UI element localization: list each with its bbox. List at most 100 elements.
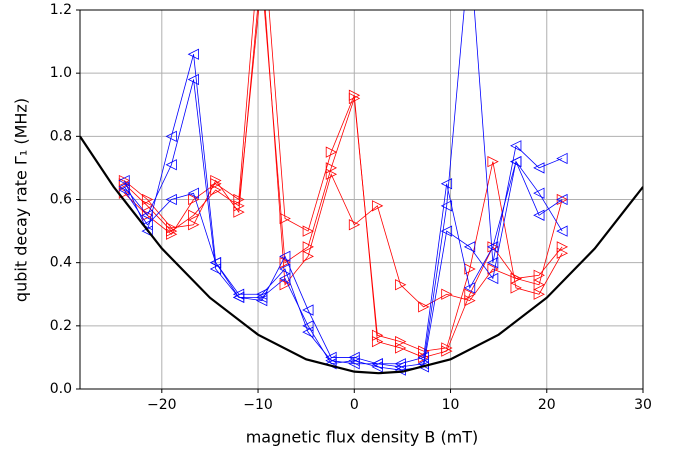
data-point <box>418 345 430 357</box>
series-line <box>123 10 563 352</box>
data-point <box>325 354 337 367</box>
y-tick-label: 0.0 <box>50 381 72 397</box>
data-point <box>302 326 314 338</box>
data-point <box>165 130 177 142</box>
data-point <box>395 342 407 354</box>
data-point <box>486 257 499 269</box>
model-curve <box>80 135 643 375</box>
data-point <box>510 272 522 285</box>
y-tick-label: 0.2 <box>50 318 72 334</box>
y-tick-label: 0.8 <box>50 128 72 144</box>
data-point <box>233 206 245 218</box>
y-axis-label: qubit decay rate Γ₁ (MHz) <box>12 98 31 302</box>
data-point <box>118 184 130 196</box>
data-point <box>141 200 154 212</box>
y-tick-label: 0.6 <box>50 192 72 208</box>
data-point <box>556 152 568 165</box>
data-point <box>255 288 268 300</box>
data-point <box>486 241 499 253</box>
data-point <box>533 288 545 300</box>
data-point <box>302 225 314 237</box>
data-point <box>510 282 522 294</box>
data-point <box>348 219 361 231</box>
data-point <box>302 250 314 262</box>
data-point <box>188 219 200 231</box>
data-point <box>556 193 568 206</box>
data-point <box>141 219 153 231</box>
data-point <box>441 288 453 300</box>
data-point <box>487 263 499 275</box>
data-point <box>395 279 407 291</box>
data-point <box>417 351 429 364</box>
series-line <box>123 10 563 368</box>
data-point <box>533 162 545 174</box>
data-point <box>302 241 314 253</box>
data-point <box>141 193 154 206</box>
data-point <box>417 361 429 373</box>
data-point <box>302 304 314 316</box>
data-point <box>325 146 338 158</box>
data-point <box>464 294 476 307</box>
data-point <box>440 178 453 190</box>
data-point <box>441 345 453 357</box>
x-tick-label: −10 <box>243 397 273 413</box>
data-point <box>279 272 291 285</box>
data-point <box>463 241 476 253</box>
data-point <box>486 272 499 285</box>
data-point <box>210 174 222 187</box>
data-point <box>141 209 153 221</box>
data-point <box>325 168 338 180</box>
data-point <box>395 335 407 348</box>
data-point <box>233 193 245 206</box>
x-tick-label: 20 <box>538 397 556 413</box>
data-point <box>279 250 291 262</box>
series-line <box>124 10 563 308</box>
x-tick-label: −20 <box>147 397 177 413</box>
data-point <box>166 228 178 240</box>
data-point <box>418 301 430 313</box>
data-point <box>556 241 569 253</box>
data-point <box>302 320 314 332</box>
data-point <box>487 155 499 168</box>
data-point <box>187 187 199 199</box>
data-point <box>187 48 199 60</box>
data-point <box>510 140 522 152</box>
data-point <box>279 279 291 291</box>
data-point <box>209 257 222 269</box>
data-point <box>371 200 384 212</box>
plot-area <box>80 10 643 376</box>
x-tick-label: 30 <box>634 397 652 413</box>
series-line <box>123 160 563 365</box>
data-point <box>463 282 476 294</box>
series-line <box>123 10 563 358</box>
data-point <box>348 358 360 370</box>
y-tick-label: 1.2 <box>50 2 72 18</box>
data-point <box>232 288 245 300</box>
data-point <box>188 193 200 206</box>
data-point <box>371 335 384 348</box>
y-tick-label: 1.0 <box>50 65 72 81</box>
data-point <box>510 155 522 168</box>
data-point <box>533 269 545 281</box>
data-point <box>556 225 568 237</box>
data-point <box>533 187 545 199</box>
x-tick-label: 10 <box>442 397 460 413</box>
ticks: −20 −10 0 10 20 30 0.0 0.2 0.4 0.6 0.8 1.0 1.2 <box>50 2 652 413</box>
data-point <box>533 279 545 291</box>
x-axis-label: magnetic flux density B (mT) <box>246 428 479 447</box>
y-tick-label: 0.4 <box>50 255 72 271</box>
data-point <box>118 174 130 187</box>
data-point <box>279 263 291 275</box>
data-point <box>464 288 476 300</box>
grid <box>80 9 644 390</box>
x-tick-label: 0 <box>350 397 359 413</box>
data-point <box>394 358 406 370</box>
data-point <box>371 358 383 370</box>
data-point <box>165 159 177 171</box>
data-point <box>533 209 545 221</box>
data-point <box>165 193 177 206</box>
data-point <box>187 73 199 86</box>
data-point <box>440 225 453 237</box>
data-point <box>348 89 361 101</box>
